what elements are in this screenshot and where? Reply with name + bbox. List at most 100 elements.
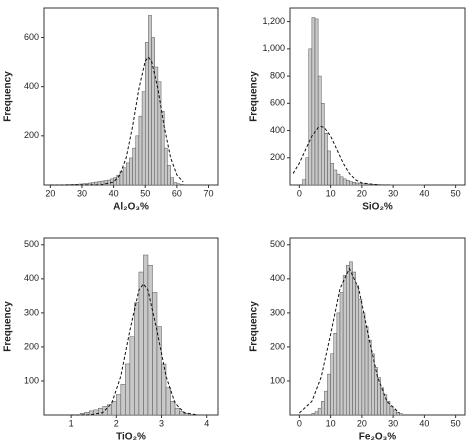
histogram-bar (317, 407, 322, 416)
histogram-bar (314, 411, 319, 416)
x-tick-label: 50 (140, 188, 150, 198)
x-axis-title: TiO₂% (116, 432, 146, 443)
histogram-bar (138, 115, 143, 186)
histogram-bar (355, 182, 359, 186)
y-tick-label: 600 (270, 98, 285, 108)
histogram-bar (135, 135, 140, 186)
histogram-bar (321, 103, 325, 186)
histogram-bar (179, 184, 184, 186)
x-tick-label: 10 (326, 188, 336, 198)
y-tick-label: 100 (24, 375, 39, 385)
histogram-bar (358, 299, 363, 416)
x-tick-label: 20 (357, 188, 367, 198)
fit-curve (50, 56, 184, 186)
histogram-panel: 0 10 20 30 40 50 100 200 300 400 500 Fe₂O₃% Frequenc… (249, 237, 466, 443)
y-tick-label: 400 (24, 81, 39, 91)
y-tick-label: 600 (24, 32, 39, 42)
y-tick-label: 500 (24, 239, 39, 249)
histogram-bar (361, 183, 366, 186)
y-tick-label: 500 (270, 239, 285, 249)
histogram-bar (152, 292, 158, 416)
x-tick-label: 60 (172, 188, 182, 198)
x-tick-label: 10 (326, 418, 336, 428)
fit-curve (71, 283, 198, 416)
histogram-bar (147, 264, 153, 416)
histogram-bar (321, 401, 325, 416)
histogram-bar (339, 176, 344, 186)
x-tick-label: 3 (159, 418, 164, 428)
histogram-bar (170, 401, 176, 416)
x-tick-label: 30 (388, 418, 398, 428)
histogram-bar (119, 171, 124, 186)
histogram-bar (161, 363, 167, 416)
histogram-bar (111, 401, 117, 416)
y-axis-title: Frequency (3, 71, 14, 122)
y-tick-label: 400 (270, 125, 285, 135)
histogram-bar (116, 394, 122, 416)
x-tick-label: 20 (45, 188, 55, 198)
histogram-bar (167, 165, 171, 186)
histogram-bar (129, 336, 135, 416)
histogram-bar (392, 409, 397, 416)
histogram-bar (305, 157, 309, 186)
histogram-bar (389, 406, 394, 416)
histogram-bar (107, 179, 111, 186)
histogram-bar (346, 264, 350, 416)
x-tick-label: 40 (419, 418, 429, 428)
y-tick-label: 400 (24, 273, 39, 283)
y-tick-label: 1,200 (262, 16, 285, 26)
histogram-bar (154, 66, 159, 186)
y-tick-label: 200 (24, 130, 39, 140)
x-tick-label: 1 (69, 418, 74, 428)
histogram-bar (333, 169, 338, 186)
histogram-bar (165, 387, 171, 416)
x-tick-label: 4 (204, 418, 209, 428)
x-tick-label: 50 (451, 418, 461, 428)
histogram-bar (342, 275, 347, 416)
histogram-bar (308, 48, 313, 186)
histogram-bar (327, 150, 331, 186)
histogram-bar (333, 333, 338, 416)
y-tick-label: 300 (24, 307, 39, 317)
histogram-bar (336, 312, 341, 416)
y-axis-title: Frequency (249, 71, 260, 122)
histogram-bar (364, 326, 369, 416)
y-tick-label: 1,000 (262, 43, 285, 53)
histogram-bar (311, 17, 316, 186)
histogram-bar (141, 91, 146, 186)
histogram-bar (352, 271, 356, 416)
x-tick-label: 20 (357, 418, 367, 428)
x-tick-label: 2 (114, 418, 119, 428)
histogram-bar (302, 179, 306, 186)
histogram-bar (330, 162, 334, 186)
histogram-bar (349, 181, 353, 186)
histogram-bar (143, 254, 149, 416)
histogram-bar (170, 177, 174, 186)
histogram-bar (174, 407, 180, 416)
histogram-panel: 1 2 3 4 100 200 300 400 500 TiO₂% Frequency (3, 237, 219, 443)
histogram-bar (102, 406, 108, 416)
histogram-bar (399, 413, 403, 416)
histogram-bar (183, 413, 189, 416)
y-tick-label: 200 (270, 341, 285, 351)
x-axis-title: Fe₂O₃% (359, 432, 397, 443)
histogram-bar (125, 363, 131, 416)
x-axis-title: SiO₂% (362, 202, 393, 213)
histogram-bar (97, 407, 104, 416)
histogram-bar (371, 353, 375, 416)
histogram-bar (377, 377, 381, 416)
histogram-bar (93, 409, 99, 416)
histogram-bar (317, 75, 322, 186)
histogram-bar (339, 292, 344, 416)
histogram-bar (151, 37, 155, 186)
histogram-bar (342, 178, 347, 186)
x-tick-label: 50 (451, 188, 461, 198)
histogram-bar (148, 15, 152, 186)
histogram-bar (132, 147, 136, 186)
histogram-bar (120, 384, 126, 416)
histogram-bar (103, 180, 108, 186)
histogram-bar (355, 285, 359, 416)
histogram-bar (380, 387, 384, 416)
histogram-bar (134, 302, 140, 416)
x-tick-label: 70 (204, 188, 214, 198)
